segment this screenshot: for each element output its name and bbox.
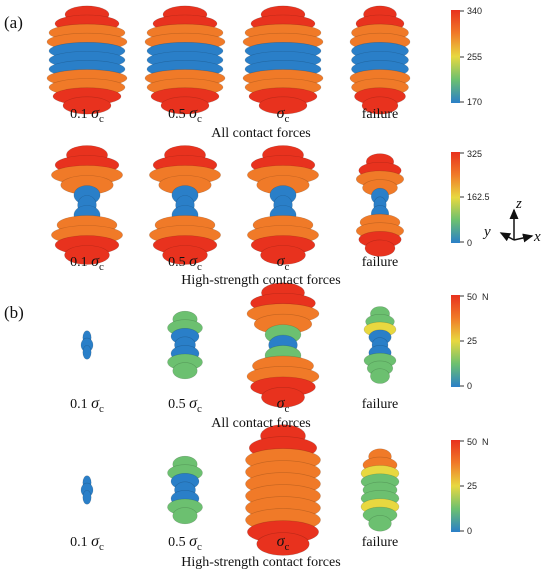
state-label: failure — [362, 107, 399, 122]
specimen — [355, 153, 405, 257]
state-label: σc — [277, 105, 290, 125]
state-label: failure — [362, 255, 399, 270]
state-label: 0.5 σc — [168, 105, 202, 125]
specimen — [149, 145, 221, 265]
state-label: 0.1 σc — [70, 533, 104, 553]
colorbar-a-high-mid: 162.5 — [467, 192, 490, 202]
colorbar-a-all-max: 340 — [467, 6, 482, 16]
state-label: σc — [277, 533, 290, 553]
colorbar-b-high-unit: N — [482, 437, 489, 447]
state-labels: 0.1 σc 0.5 σc σc failure 0.1 σc 0.5 σc σc failu… — [70, 105, 398, 553]
specimen — [144, 5, 226, 115]
specimen — [167, 455, 203, 525]
colorbar-b-high-min: 0 — [467, 526, 472, 536]
state-label: 0.5 σc — [168, 395, 202, 415]
state-label: 0.1 σc — [70, 395, 104, 415]
colorbar-b-high: 50 N 25 0 — [451, 437, 489, 536]
specimen — [51, 145, 123, 265]
state-label: 0.1 σc — [70, 253, 104, 273]
specimen — [363, 306, 397, 384]
caption-b-high: High-strength contact forces — [181, 555, 340, 570]
colorbar-b-high-mid: 25 — [467, 481, 477, 491]
state-label: σc — [277, 395, 290, 415]
specimen — [242, 5, 324, 115]
state-label: 0.5 σc — [168, 533, 202, 553]
axis-y-label: y — [482, 224, 491, 240]
axis-x-label: x — [533, 229, 541, 245]
state-label: failure — [362, 535, 399, 550]
state-label: 0.5 σc — [168, 253, 202, 273]
specimen — [247, 145, 319, 265]
specimen — [46, 5, 128, 115]
caption-a-all: All contact forces — [211, 126, 311, 141]
specimen — [360, 448, 400, 532]
caption-a-high: High-strength contact forces — [181, 273, 340, 288]
colorbar-b-all-max: 50 — [467, 292, 477, 302]
colorbar-a-all: 340 255 170 — [451, 6, 482, 107]
colorbar-a-all-min: 170 — [467, 97, 482, 107]
specimen — [80, 475, 94, 505]
state-label: failure — [362, 397, 399, 412]
colorbar-b-high-max: 50 — [467, 437, 477, 447]
specimen — [246, 282, 320, 408]
axis-z-label: z — [515, 196, 522, 212]
specimen — [80, 330, 94, 360]
colorbar-a-high-max: 325 — [467, 149, 482, 159]
colorbar-b-all-min: 0 — [467, 381, 472, 391]
colorbar-a-high-min: 0 — [467, 238, 472, 248]
specimen-illustrations — [46, 5, 411, 556]
specimen — [245, 424, 321, 556]
specimen — [167, 310, 203, 380]
colorbar-b-all-mid: 25 — [467, 336, 477, 346]
coordinate-axes: z x y — [482, 196, 541, 245]
specimen — [349, 5, 411, 115]
colorbar-b-all: 50 N 25 0 — [451, 292, 489, 391]
colorbar-a-high: 325 162.5 0 — [451, 149, 490, 248]
state-label: 0.1 σc — [70, 105, 104, 125]
colorbar-b-all-unit: N — [482, 292, 489, 302]
panel-label-b: (b) — [4, 303, 24, 322]
caption-b-all: All contact forces — [211, 416, 311, 431]
panel-label-a: (a) — [4, 13, 23, 32]
state-label: σc — [277, 253, 290, 273]
colorbar-a-all-mid: 255 — [467, 52, 482, 62]
